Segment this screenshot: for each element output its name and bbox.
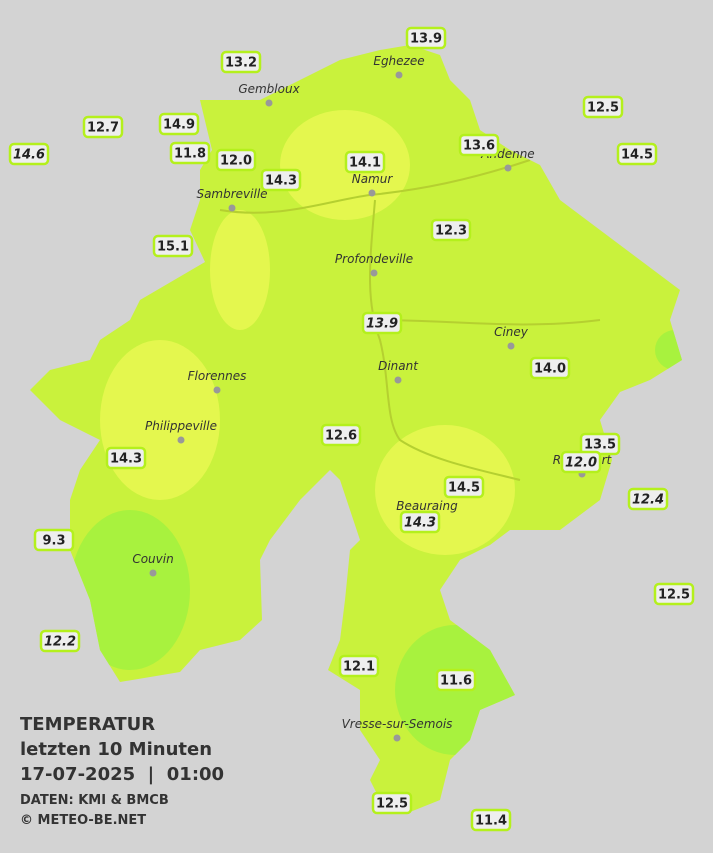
station-box bbox=[39, 629, 81, 653]
station-value: 12.0 bbox=[565, 456, 597, 471]
station-box bbox=[371, 791, 413, 815]
station-value: 13.6 bbox=[463, 139, 495, 154]
station-value: 12.1 bbox=[343, 660, 375, 675]
town-name: Dinant bbox=[378, 359, 419, 373]
town-dot bbox=[213, 386, 221, 394]
station-box bbox=[215, 148, 257, 172]
station-box bbox=[405, 26, 447, 50]
station-box bbox=[33, 528, 75, 552]
town-dot bbox=[393, 734, 401, 742]
station-box bbox=[529, 356, 571, 380]
station-value: 12.0 bbox=[220, 154, 252, 169]
station-value: 14.6 bbox=[13, 148, 45, 163]
station-box bbox=[105, 446, 147, 470]
station-box bbox=[616, 142, 658, 166]
station-value: 14.9 bbox=[163, 118, 195, 133]
caption-copyright: © METEO-BE.NET bbox=[20, 813, 146, 828]
station-value: 12.2 bbox=[44, 635, 76, 650]
town-dot bbox=[394, 376, 402, 384]
town-name: Florennes bbox=[188, 369, 247, 383]
town-name: Couvin bbox=[132, 552, 173, 566]
caption-source: DATEN: KMI & BMCB bbox=[20, 793, 169, 808]
station-value: 12.3 bbox=[435, 224, 467, 239]
town-dot bbox=[507, 342, 515, 350]
station-box bbox=[158, 112, 200, 136]
town-name: Namur bbox=[352, 172, 394, 186]
town-dot bbox=[265, 99, 273, 107]
caption-datetime: 17-07-2025 | 01:00 bbox=[20, 764, 224, 785]
station-box bbox=[443, 475, 485, 499]
town-name: Profondeville bbox=[335, 252, 413, 266]
station-value: 13.9 bbox=[410, 32, 442, 47]
station-box bbox=[220, 50, 262, 74]
station-box bbox=[344, 150, 386, 174]
station-value: 14.3 bbox=[265, 174, 297, 189]
station-value: 12.5 bbox=[587, 101, 619, 116]
station-value: 14.5 bbox=[448, 481, 480, 496]
station-value: 12.5 bbox=[376, 797, 408, 812]
station-value: 14.0 bbox=[534, 362, 566, 377]
station-box bbox=[653, 582, 695, 606]
town-dot bbox=[370, 269, 378, 277]
town-name: Beauraing bbox=[396, 499, 458, 513]
station-box bbox=[399, 510, 441, 534]
station-box bbox=[361, 311, 403, 335]
station-value: 12.6 bbox=[325, 429, 357, 444]
town-name: Ciney bbox=[494, 325, 529, 339]
station-box bbox=[8, 142, 50, 166]
town-dot bbox=[395, 71, 403, 79]
caption-title: TEMPERATUR bbox=[20, 714, 155, 735]
station-value: 11.8 bbox=[174, 147, 206, 162]
station-box bbox=[582, 95, 624, 119]
station-value: 15.1 bbox=[157, 240, 189, 255]
caption-period: letzten 10 Minuten bbox=[20, 739, 212, 760]
station-box bbox=[430, 218, 472, 242]
town-name: Philippeville bbox=[145, 419, 217, 433]
station-box bbox=[458, 133, 500, 157]
station-value: 12.5 bbox=[658, 588, 690, 603]
station-value: 13.9 bbox=[366, 317, 398, 332]
town-dot bbox=[504, 164, 512, 172]
station-value: 14.3 bbox=[110, 452, 142, 467]
station-box bbox=[338, 654, 380, 678]
station-value: 13.5 bbox=[584, 438, 616, 453]
station-box bbox=[169, 141, 211, 165]
town-dot bbox=[177, 436, 185, 444]
town-dot bbox=[149, 569, 157, 577]
station-box bbox=[320, 423, 362, 447]
station-box bbox=[627, 487, 669, 511]
station-value: 12.4 bbox=[632, 493, 664, 508]
station-value: 9.3 bbox=[42, 534, 65, 549]
station-box bbox=[470, 808, 512, 832]
station-value: 14.3 bbox=[404, 516, 436, 531]
town-name: Vresse-sur-Semois bbox=[342, 717, 453, 731]
town-name: Eghezee bbox=[373, 54, 424, 68]
station-box bbox=[152, 234, 194, 258]
station-value: 13.2 bbox=[225, 56, 257, 71]
station-value: 12.7 bbox=[87, 121, 119, 136]
station-box bbox=[82, 115, 124, 139]
station-box bbox=[260, 168, 302, 192]
town-name: Gembloux bbox=[238, 82, 300, 96]
town-dot bbox=[228, 204, 236, 212]
station-value: 11.6 bbox=[440, 674, 472, 689]
station-box bbox=[560, 450, 602, 474]
station-value: 11.4 bbox=[475, 814, 507, 829]
station-box bbox=[435, 668, 477, 692]
station-value: 14.1 bbox=[349, 156, 381, 171]
station-value: 14.5 bbox=[621, 148, 653, 163]
town-dot bbox=[368, 189, 376, 197]
town-name: Sambreville bbox=[196, 187, 267, 201]
